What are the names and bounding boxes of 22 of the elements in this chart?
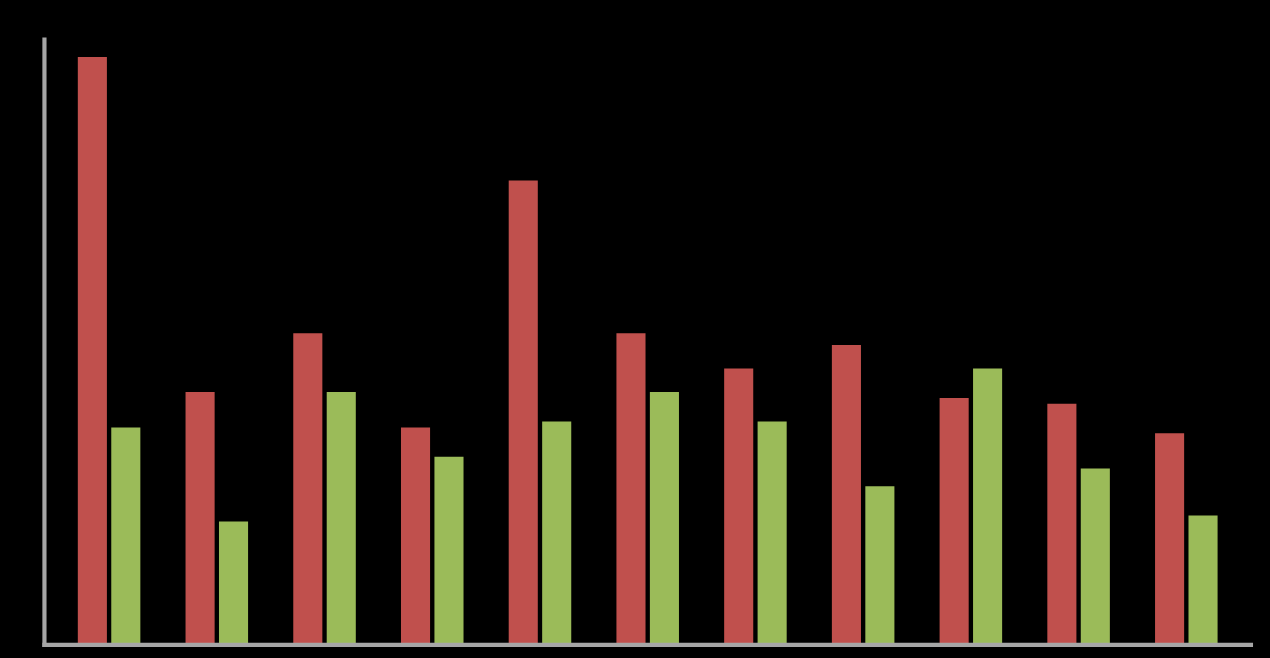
bar [724,368,754,645]
bar [434,456,464,645]
bar [218,521,249,645]
bar [649,392,679,645]
bar [973,368,1003,645]
bar [1188,515,1218,645]
bar [326,392,356,645]
bar [400,427,431,645]
bar [1080,468,1110,645]
bar [757,421,787,645]
bar [939,397,969,645]
bar [111,427,141,645]
bar [616,333,646,645]
bar [293,333,323,645]
bar [77,57,107,645]
bar [1155,433,1185,645]
bar [831,345,861,645]
bar [865,486,895,645]
bar [1047,403,1077,645]
bar [185,392,215,645]
bar [542,421,572,645]
bar [508,180,538,645]
